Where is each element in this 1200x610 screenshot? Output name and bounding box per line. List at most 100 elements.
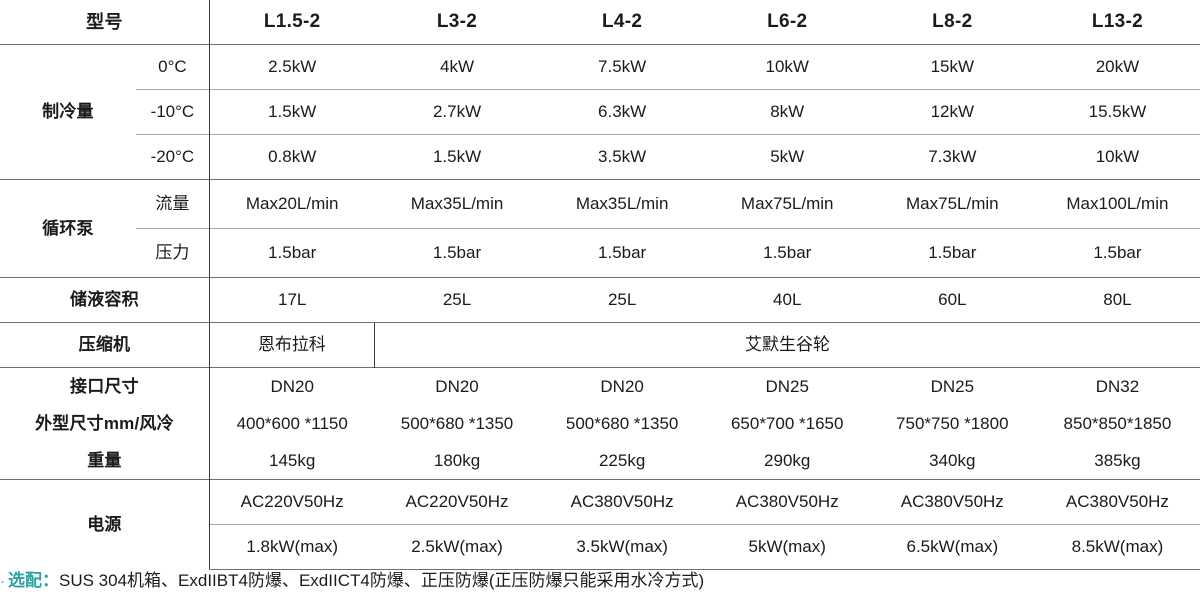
cell-power-consumption: 8.5kW(max) xyxy=(1034,524,1200,570)
note-label: 选配： xyxy=(8,571,59,590)
table-row-cooling-minus20c: -20°C 0.8kW 1.5kW 3.5kW 5kW 7.3kW 10kW xyxy=(0,134,1200,180)
cell-cooling-0c: 4kW xyxy=(374,44,540,90)
table-row-tank-volume: 储液容积 17L 25L 25L 40L 60L 80L xyxy=(0,277,1200,323)
cell-pump-flow: Max75L/min xyxy=(704,179,870,229)
cell-pump-pressure: 1.5bar xyxy=(704,228,870,278)
cell-cooling-minus10c: 8kW xyxy=(704,89,870,135)
sub-label-cooling-minus10c: -10°C xyxy=(135,89,210,135)
cell-weight: 145kg xyxy=(208,442,375,480)
bullet-icon: · xyxy=(0,573,5,590)
sub-label-pump-flow: 流量 xyxy=(135,179,210,229)
table-row-pump-pressure: 压力 1.5bar 1.5bar 1.5bar 1.5bar 1.5bar 1.… xyxy=(0,228,1200,278)
cell-cooling-minus20c: 10kW xyxy=(1034,134,1200,180)
sub-label-pump-pressure: 压力 xyxy=(135,228,210,278)
row-label-cooling-capacity: 制冷量 xyxy=(0,44,136,180)
cell-cooling-minus10c: 15.5kW xyxy=(1034,89,1200,135)
cell-pump-pressure: 1.5bar xyxy=(1034,228,1200,278)
cell-pump-flow: Max35L/min xyxy=(374,179,540,229)
table-row-power-voltage: 电源 AC220V50Hz AC220V50Hz AC380V50Hz AC38… xyxy=(0,479,1200,570)
row-label-port-size: 接口尺寸 xyxy=(0,367,210,405)
model-header-cell: L13-2 xyxy=(1034,0,1200,45)
cell-weight: 180kg xyxy=(374,442,540,480)
cell-pump-pressure: 1.5bar xyxy=(208,228,375,278)
row-label-compressor: 压缩机 xyxy=(0,322,210,368)
table-row-power-consumption: 1.8kW(max) 2.5kW(max) 3.5kW(max) 5kW(max… xyxy=(0,524,1200,570)
cell-power-consumption: 5kW(max) xyxy=(704,524,870,570)
cell-pump-flow: Max35L/min xyxy=(539,179,705,229)
sub-label-cooling-0c: 0°C xyxy=(135,44,210,90)
table-row-pump-flow: 循环泵 流量 Max20L/min Max35L/min Max35L/min … xyxy=(0,179,1200,278)
cell-tank-volume: 60L xyxy=(869,277,1035,323)
row-label-model: 型号 xyxy=(0,0,210,45)
cell-port-size: DN20 xyxy=(374,367,540,405)
cell-port-size: DN25 xyxy=(869,367,1035,405)
cell-dimensions: 400*600 *1150 xyxy=(208,405,375,442)
cell-power-voltage: AC380V50Hz xyxy=(1034,479,1200,525)
cell-pump-pressure: 1.5bar xyxy=(539,228,705,278)
table-row-cooling-minus10c: -10°C 1.5kW 2.7kW 6.3kW 8kW 12kW 15.5kW xyxy=(0,89,1200,135)
cell-power-voltage: AC380V50Hz xyxy=(869,479,1035,525)
cell-dimensions: 750*750 *1800 xyxy=(869,405,1035,442)
cell-dimensions: 850*850*1850 xyxy=(1034,405,1200,442)
row-label-tank-volume: 储液容积 xyxy=(0,277,210,323)
cell-cooling-minus10c: 6.3kW xyxy=(539,89,705,135)
cell-power-consumption: 1.8kW(max) xyxy=(208,524,375,570)
cell-cooling-minus10c: 1.5kW xyxy=(208,89,375,135)
cell-cooling-minus20c: 7.3kW xyxy=(869,134,1035,180)
cell-port-size: DN20 xyxy=(539,367,705,405)
cell-cooling-0c: 15kW xyxy=(869,44,1035,90)
sub-label-cooling-minus20c: -20°C xyxy=(135,134,210,180)
cell-dimensions: 500*680 *1350 xyxy=(539,405,705,442)
cell-cooling-minus20c: 3.5kW xyxy=(539,134,705,180)
cell-pump-flow: Max100L/min xyxy=(1034,179,1200,229)
model-header-cell: L6-2 xyxy=(704,0,870,45)
cell-dimensions: 500*680 *1350 xyxy=(374,405,540,442)
model-header-cell: L3-2 xyxy=(374,0,540,45)
cell-compressor-rest: 艾默生谷轮 xyxy=(373,322,1200,368)
cell-power-consumption: 3.5kW(max) xyxy=(539,524,705,570)
cell-power-consumption: 2.5kW(max) xyxy=(374,524,540,570)
cell-cooling-minus20c: 1.5kW xyxy=(374,134,540,180)
cell-compressor-first: 恩布拉科 xyxy=(208,322,375,368)
cell-tank-volume: 40L xyxy=(704,277,870,323)
cell-cooling-minus20c: 0.8kW xyxy=(208,134,375,180)
cell-tank-volume: 25L xyxy=(374,277,540,323)
cell-cooling-0c: 20kW xyxy=(1034,44,1200,90)
cell-port-size: DN20 xyxy=(208,367,375,405)
cell-tank-volume: 25L xyxy=(539,277,705,323)
cell-port-size: DN32 xyxy=(1034,367,1200,405)
row-label-weight: 重量 xyxy=(0,442,210,480)
table-row-compressor: 压缩机 恩布拉科 艾默生谷轮 xyxy=(0,322,1200,368)
cell-weight: 225kg xyxy=(539,442,705,480)
cell-cooling-minus20c: 5kW xyxy=(704,134,870,180)
cell-cooling-minus10c: 2.7kW xyxy=(374,89,540,135)
row-label-dimensions: 外型尺寸mm/风冷 xyxy=(0,405,210,442)
cell-tank-volume: 17L xyxy=(208,277,375,323)
specifications-table: 型号 L1.5-2 L3-2 L4-2 L6-2 L8-2 L13-2 制冷量 … xyxy=(0,0,1200,570)
cell-power-voltage: AC220V50Hz xyxy=(208,479,375,525)
row-label-circulation-pump: 循环泵 xyxy=(0,179,136,278)
cell-weight: 340kg xyxy=(869,442,1035,480)
cell-cooling-minus10c: 12kW xyxy=(869,89,1035,135)
cell-power-consumption: 6.5kW(max) xyxy=(869,524,1035,570)
cell-weight: 385kg xyxy=(1034,442,1200,480)
cell-power-voltage: AC380V50Hz xyxy=(539,479,705,525)
cell-pump-flow: Max20L/min xyxy=(208,179,375,229)
cell-power-voltage: AC380V50Hz xyxy=(704,479,870,525)
model-header-cell: L8-2 xyxy=(869,0,1035,45)
cell-tank-volume: 80L xyxy=(1034,277,1200,323)
table-row-port-size: 接口尺寸 DN20 DN20 DN20 DN25 DN25 DN32 xyxy=(0,367,1200,405)
cell-cooling-0c: 7.5kW xyxy=(539,44,705,90)
cell-power-voltage: AC220V50Hz xyxy=(374,479,540,525)
table-row-cooling-0c: 制冷量 0°C 2.5kW 4kW 7.5kW 10kW 15kW 20kW xyxy=(0,44,1200,180)
cell-pump-pressure: 1.5bar xyxy=(869,228,1035,278)
cell-weight: 290kg xyxy=(704,442,870,480)
table-row-weight: 重量 145kg 180kg 225kg 290kg 340kg 385kg xyxy=(0,442,1200,480)
cell-dimensions: 650*700 *1650 xyxy=(704,405,870,442)
model-header-cell: L4-2 xyxy=(539,0,705,45)
cell-pump-pressure: 1.5bar xyxy=(374,228,540,278)
cell-pump-flow: Max75L/min xyxy=(869,179,1035,229)
table-row-models: 型号 L1.5-2 L3-2 L4-2 L6-2 L8-2 L13-2 xyxy=(0,0,1200,45)
table-row-dimensions: 外型尺寸mm/风冷 400*600 *1150 500*680 *1350 50… xyxy=(0,405,1200,442)
